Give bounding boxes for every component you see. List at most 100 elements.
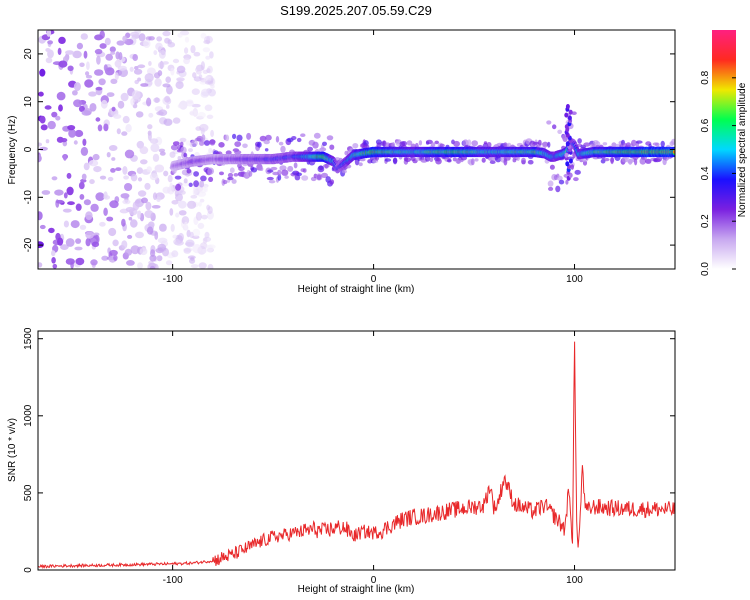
signal-halo-cell	[193, 171, 200, 177]
noise-cell	[96, 55, 101, 65]
noise-cell	[202, 237, 208, 244]
noise-cell	[149, 138, 159, 145]
signal-halo-cell	[199, 180, 205, 188]
signal-halo-cell	[573, 177, 579, 182]
noise-cell	[66, 186, 74, 196]
signal-halo-cell	[555, 185, 561, 193]
noise-cell	[182, 181, 190, 187]
spike-cell	[568, 109, 573, 115]
noise-cell	[75, 203, 82, 211]
signal-halo-cell	[558, 179, 565, 185]
snr-x-tick-label: -100	[163, 575, 183, 586]
spike-cell	[565, 141, 570, 147]
noise-cell	[85, 74, 93, 79]
noise-cell	[48, 227, 55, 234]
noise-cell	[121, 240, 128, 249]
noise-cell	[38, 154, 42, 163]
noise-cell	[132, 54, 138, 61]
noise-cell	[104, 37, 111, 46]
signal-halo-cell	[483, 141, 488, 145]
noise-cell	[116, 128, 121, 135]
noise-cell	[127, 234, 133, 239]
noise-cell	[101, 255, 109, 261]
noise-cell	[205, 55, 211, 60]
signal-halo-cell	[300, 133, 306, 137]
noise-cell	[154, 164, 165, 173]
noise-cell	[137, 190, 147, 197]
noise-cell	[45, 57, 53, 64]
noise-cell	[47, 40, 53, 45]
snr-panel: -100 0 100 0 500 1000 1500 Height of straight…	[7, 327, 676, 595]
noise-cell	[156, 196, 161, 203]
signal-halo-cell	[207, 167, 215, 175]
signal-halo-cell	[287, 165, 294, 172]
noise-cell	[137, 262, 143, 269]
noise-cell	[85, 211, 93, 221]
noise-cell	[206, 244, 214, 253]
signal-halo-cell	[270, 166, 278, 171]
noise-cell	[175, 81, 184, 90]
noise-cell	[148, 112, 154, 118]
spike-cell	[564, 152, 569, 158]
signal-halo-cell	[434, 140, 440, 145]
colorbar-tick-label: 0.8	[700, 70, 711, 84]
noise-cell	[208, 147, 213, 154]
signal-halo-cell	[376, 142, 382, 148]
noise-cell	[124, 149, 135, 159]
noise-cell	[109, 46, 116, 53]
noise-cell	[196, 70, 202, 75]
noise-cell	[84, 79, 94, 88]
noise-cell	[92, 153, 100, 161]
noise-cell	[38, 262, 43, 268]
noise-cell	[45, 48, 51, 52]
signal-halo-cell	[200, 175, 207, 182]
noise-cell	[184, 36, 190, 43]
noise-cell	[172, 234, 178, 239]
snr-x-label: Height of straight line (km)	[298, 584, 415, 595]
noise-cell	[155, 42, 163, 51]
noise-cell	[56, 91, 66, 101]
noise-cell	[204, 231, 210, 239]
signal-halo-cell	[322, 141, 327, 146]
noise-cell	[143, 39, 151, 48]
signal-halo-cell	[645, 158, 652, 164]
noise-cell	[115, 167, 122, 172]
noise-cell	[146, 226, 154, 235]
noise-cell	[170, 223, 175, 232]
noise-cell	[99, 43, 107, 49]
noise-cell	[108, 145, 118, 151]
noise-cell	[94, 69, 104, 76]
signal-halo-cell	[284, 175, 289, 179]
noise-cell	[169, 208, 174, 216]
signal-halo-cell	[294, 174, 301, 181]
noise-cell	[54, 189, 64, 196]
signal-halo-cell	[446, 159, 452, 163]
noise-cell	[125, 260, 135, 266]
signal-halo-cell	[268, 180, 276, 184]
noise-cell	[201, 88, 211, 97]
signal-halo-cell	[188, 182, 193, 187]
noise-cell	[38, 211, 43, 221]
noise-cell	[107, 176, 114, 182]
noise-cell	[203, 185, 209, 193]
signal-halo-cell	[174, 175, 182, 180]
noise-cell	[190, 256, 195, 261]
signal-halo-cell	[547, 141, 551, 148]
noise-cell	[144, 73, 154, 83]
noise-cell	[63, 220, 69, 228]
noise-cell	[39, 68, 46, 77]
noise-cell	[147, 132, 152, 141]
signal-halo-cell	[671, 138, 675, 145]
signal-halo-cell	[232, 133, 237, 140]
noise-cell	[78, 105, 85, 112]
spike-cell	[567, 115, 572, 121]
noise-cell	[130, 98, 135, 106]
noise-cell	[153, 72, 161, 79]
noise-cell	[55, 199, 65, 204]
signal-halo-cell	[281, 169, 289, 176]
signal-halo-cell	[319, 147, 327, 152]
noise-cell	[140, 159, 148, 165]
noise-cell	[40, 124, 48, 131]
signal-halo-cell	[546, 120, 552, 125]
